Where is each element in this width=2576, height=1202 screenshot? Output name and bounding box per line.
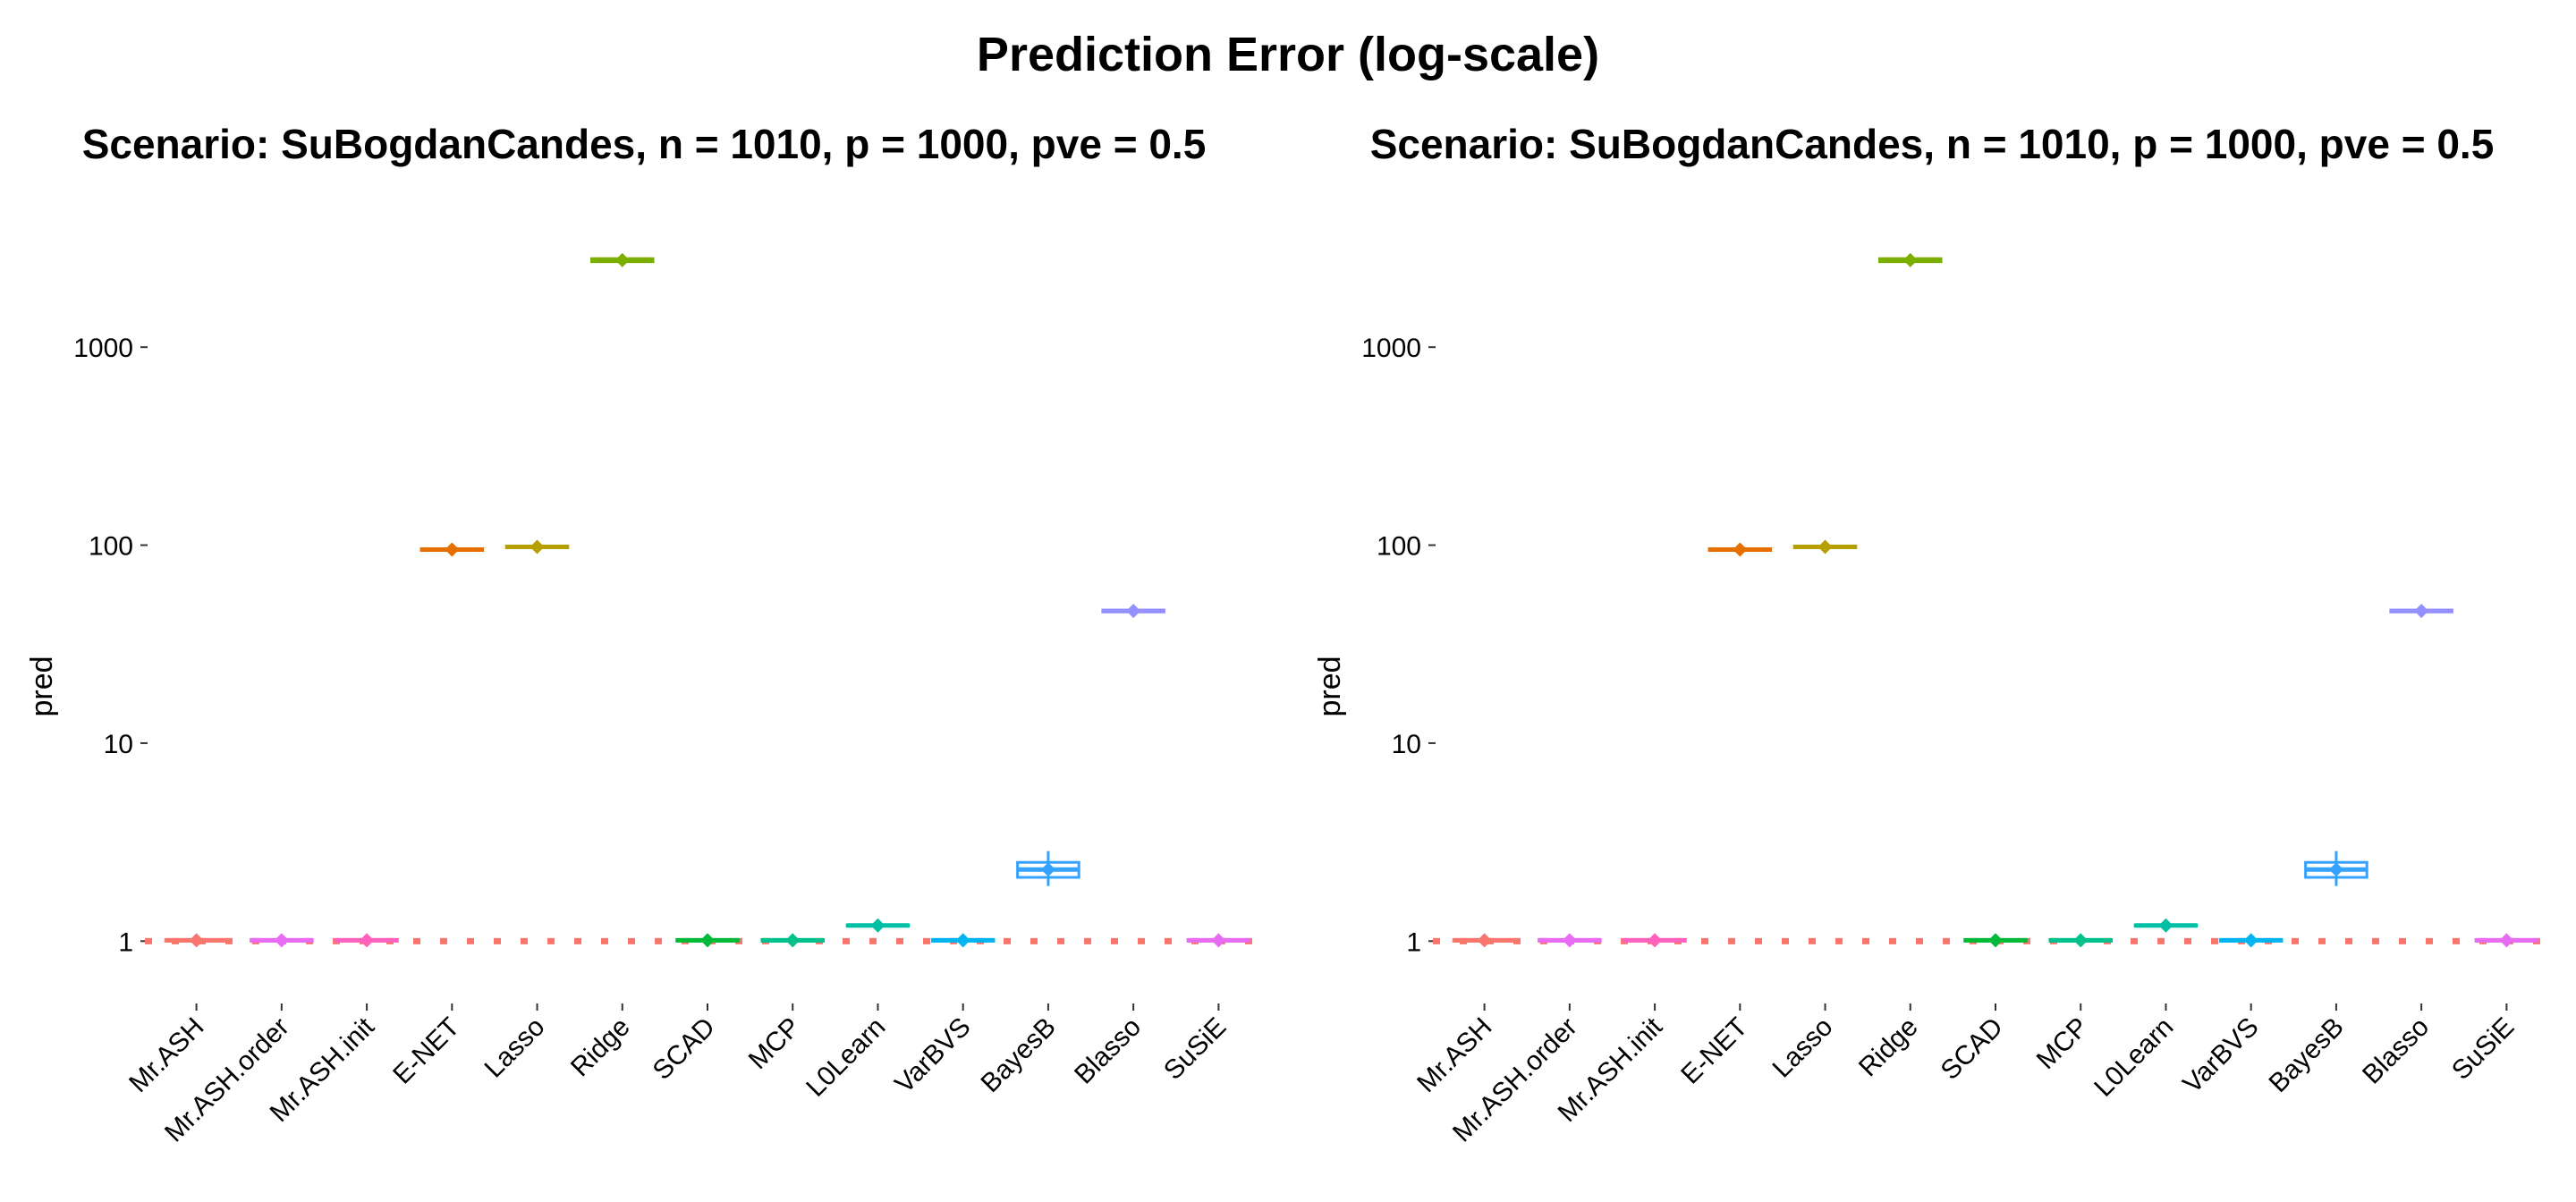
box-bayesb: [1016, 851, 1080, 886]
box-e-net: [1707, 542, 1773, 557]
y-tick-label: 100: [89, 532, 133, 562]
box-susie: [2474, 933, 2539, 948]
mean-marker: [360, 933, 375, 948]
chart-panel-left: Scenario: SuBogdanCandes, n = 1010, p = …: [0, 107, 1288, 1181]
mean-marker: [614, 252, 630, 267]
mean-marker: [1477, 933, 1492, 948]
box-mcp: [2048, 933, 2114, 948]
mean-marker: [1818, 539, 1833, 554]
figure-title: Prediction Error (log-scale): [976, 28, 1600, 81]
box-lasso: [1792, 539, 1858, 554]
y-tick-label: 1: [1406, 927, 1421, 957]
x-tick-label: SCAD: [648, 1012, 721, 1086]
box-mr-ash: [1452, 933, 1517, 948]
box-l0learn: [845, 918, 911, 933]
mean-marker: [785, 933, 801, 948]
box-mr-ash: [164, 933, 229, 948]
box-mcp: [760, 933, 826, 948]
mean-marker: [870, 918, 886, 933]
y-tick-label: 1000: [1361, 334, 1421, 363]
mean-marker: [1902, 252, 1918, 267]
mean-marker: [1733, 542, 1748, 557]
box-ridge: [1877, 252, 1943, 267]
x-tick-label: E-NET: [1675, 1012, 1753, 1090]
x-tick-label: Mr.ASH: [123, 1012, 209, 1098]
x-tick-label: Lasso: [479, 1012, 551, 1084]
box-bayesb: [2304, 851, 2368, 886]
x-tick-label: SuSiE: [2446, 1012, 2520, 1086]
y-tick-label: 1: [118, 927, 133, 957]
box-e-net: [419, 542, 485, 557]
box-susie: [1186, 933, 1251, 948]
mean-marker: [1648, 933, 1663, 948]
mean-marker: [2499, 933, 2514, 948]
x-tick-label: SCAD: [1936, 1012, 2009, 1086]
box-varbvs: [2218, 933, 2284, 948]
box-ridge: [589, 252, 655, 267]
boxplot-svg: pred1101001000Mr.ASHMr.ASH.orderMr.ASH.i…: [25, 252, 1261, 1147]
mean-marker: [2073, 933, 2089, 948]
mean-marker: [955, 933, 970, 948]
x-tick-label: SuSiE: [1158, 1012, 1232, 1086]
mean-marker: [1211, 933, 1226, 948]
box-blasso: [2389, 604, 2453, 619]
y-tick-label: 1000: [73, 334, 133, 363]
chart-panel-right: Scenario: SuBogdanCandes, n = 1010, p = …: [1288, 107, 2576, 1181]
box-mr-ash-order: [1538, 933, 1602, 948]
x-tick-label: E-NET: [387, 1012, 465, 1090]
x-tick-label: Blasso: [1069, 1012, 1147, 1090]
x-tick-label: BayesB: [2263, 1012, 2349, 1098]
mean-marker: [2414, 604, 2429, 619]
panel-title: Scenario: SuBogdanCandes, n = 1010, p = …: [1369, 121, 2495, 167]
box-blasso: [1101, 604, 1165, 619]
mean-marker: [700, 933, 715, 948]
box-varbvs: [930, 933, 996, 948]
y-tick-label: 100: [1377, 532, 1421, 562]
y-axis-label: pred: [1313, 656, 1347, 716]
y-tick-label: 10: [1392, 730, 1421, 759]
mean-marker: [2243, 933, 2258, 948]
x-tick-label: MCP: [2031, 1012, 2094, 1075]
box-scad: [1963, 933, 2028, 948]
mean-marker: [1562, 933, 1577, 948]
mean-marker: [1126, 604, 1141, 619]
x-tick-label: VarBVS: [889, 1012, 976, 1099]
x-tick-label: Ridge: [565, 1012, 636, 1083]
x-tick-label: VarBVS: [2177, 1012, 2264, 1099]
mean-marker: [1040, 862, 1055, 877]
x-tick-label: Mr.ASH: [1411, 1012, 1497, 1098]
box-mr-ash-order: [250, 933, 314, 948]
boxplot-svg: pred1101001000Mr.ASHMr.ASH.orderMr.ASH.i…: [1313, 252, 2549, 1147]
y-axis-label: pred: [25, 656, 59, 716]
box-mr-ash-init: [1623, 933, 1687, 948]
mean-marker: [189, 933, 204, 948]
x-tick-label: Lasso: [1767, 1012, 1839, 1084]
box-scad: [675, 933, 740, 948]
mean-marker: [445, 542, 460, 557]
mean-marker: [2158, 918, 2174, 933]
box-mr-ash-init: [335, 933, 399, 948]
x-tick-label: BayesB: [975, 1012, 1061, 1098]
mean-marker: [2328, 862, 2343, 877]
x-tick-label: Ridge: [1853, 1012, 1924, 1083]
mean-marker: [530, 539, 545, 554]
x-tick-label: L0Learn: [2089, 1012, 2179, 1103]
mean-marker: [274, 933, 289, 948]
mean-marker: [1988, 933, 2003, 948]
y-tick-label: 10: [104, 730, 133, 759]
box-lasso: [504, 539, 570, 554]
x-tick-label: L0Learn: [801, 1012, 891, 1103]
panel-title: Scenario: SuBogdanCandes, n = 1010, p = …: [81, 121, 1207, 167]
x-tick-label: MCP: [743, 1012, 806, 1075]
x-tick-label: Blasso: [2357, 1012, 2435, 1090]
box-l0learn: [2133, 918, 2199, 933]
